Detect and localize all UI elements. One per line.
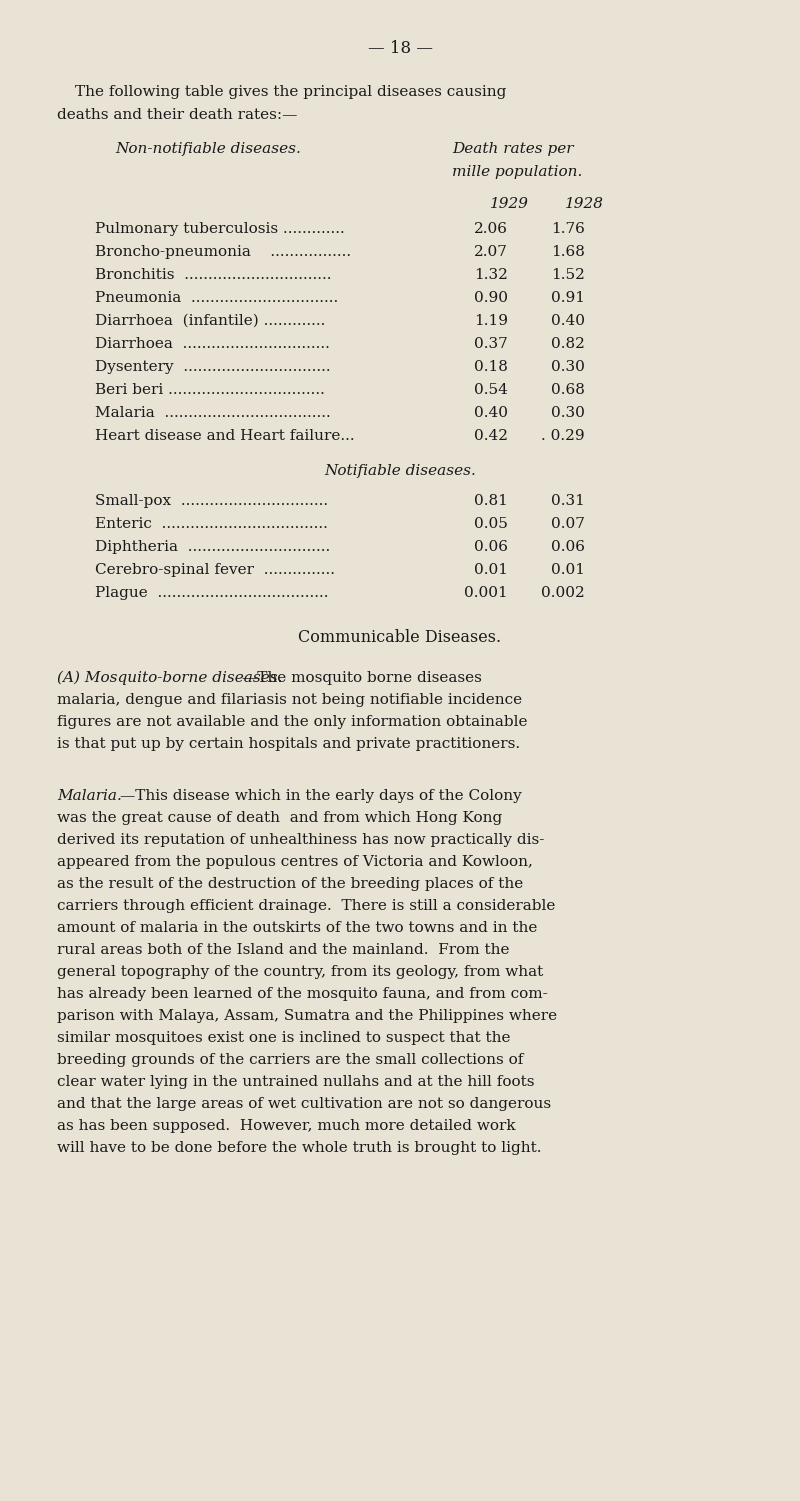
Text: derived its reputation of unhealthiness has now practically dis-: derived its reputation of unhealthiness … — [57, 833, 544, 847]
Text: 0.42: 0.42 — [474, 429, 508, 443]
Text: rural areas both of the Island and the mainland.  From the: rural areas both of the Island and the m… — [57, 943, 510, 958]
Text: 0.37: 0.37 — [474, 338, 508, 351]
Text: 2.06: 2.06 — [474, 222, 508, 236]
Text: 1.52: 1.52 — [551, 269, 585, 282]
Text: clear water lying in the untrained nullahs and at the hill foots: clear water lying in the untrained nulla… — [57, 1075, 534, 1090]
Text: Diarrhoea  (infantile) .............: Diarrhoea (infantile) ............. — [95, 314, 326, 329]
Text: as has been supposed.  However, much more detailed work: as has been supposed. However, much more… — [57, 1120, 516, 1133]
Text: 0.40: 0.40 — [551, 314, 585, 329]
Text: 0.07: 0.07 — [551, 516, 585, 531]
Text: has already been learned of the mosquito fauna, and from com-: has already been learned of the mosquito… — [57, 988, 548, 1001]
Text: Pulmonary tuberculosis .............: Pulmonary tuberculosis ............. — [95, 222, 345, 236]
Text: 0.001: 0.001 — [464, 585, 508, 600]
Text: was the great cause of death  and from which Hong Kong: was the great cause of death and from wh… — [57, 811, 502, 826]
Text: figures are not available and the only information obtainable: figures are not available and the only i… — [57, 714, 527, 729]
Text: — 18 —: — 18 — — [367, 41, 433, 57]
Text: Bronchitis  ...............................: Bronchitis .............................… — [95, 269, 331, 282]
Text: Non-notifiable diseases.: Non-notifiable diseases. — [115, 143, 301, 156]
Text: Broncho-pneumonia    .................: Broncho-pneumonia ................. — [95, 245, 351, 260]
Text: appeared from the populous centres of Victoria and Kowloon,: appeared from the populous centres of Vi… — [57, 856, 533, 869]
Text: 2.07: 2.07 — [474, 245, 508, 260]
Text: amount of malaria in the outskirts of the two towns and in the: amount of malaria in the outskirts of th… — [57, 922, 538, 935]
Text: Pneumonia  ...............................: Pneumonia ..............................… — [95, 291, 338, 305]
Text: breeding grounds of the carriers are the small collections of: breeding grounds of the carriers are the… — [57, 1054, 523, 1067]
Text: as the result of the destruction of the breeding places of the: as the result of the destruction of the … — [57, 877, 523, 892]
Text: 1929: 1929 — [490, 197, 529, 212]
Text: 1928: 1928 — [565, 197, 604, 212]
Text: Plague  ....................................: Plague .................................… — [95, 585, 329, 600]
Text: 0.31: 0.31 — [551, 494, 585, 507]
Text: 0.002: 0.002 — [542, 585, 585, 600]
Text: (A) Mosquito-borne diseases.: (A) Mosquito-borne diseases. — [57, 671, 282, 686]
Text: 0.01: 0.01 — [474, 563, 508, 576]
Text: 0.81: 0.81 — [474, 494, 508, 507]
Text: 0.18: 0.18 — [474, 360, 508, 374]
Text: Diarrhoea  ...............................: Diarrhoea ..............................… — [95, 338, 330, 351]
Text: and that the large areas of wet cultivation are not so dangerous: and that the large areas of wet cultivat… — [57, 1097, 551, 1111]
Text: Diphtheria  ..............................: Diphtheria .............................… — [95, 540, 330, 554]
Text: 0.01: 0.01 — [551, 563, 585, 576]
Text: Small-pox  ...............................: Small-pox ..............................… — [95, 494, 328, 507]
Text: 0.40: 0.40 — [474, 405, 508, 420]
Text: 0.91: 0.91 — [551, 291, 585, 305]
Text: 1.68: 1.68 — [551, 245, 585, 260]
Text: Notifiable diseases.: Notifiable diseases. — [324, 464, 476, 477]
Text: Cerebro-spinal fever  ...............: Cerebro-spinal fever ............... — [95, 563, 335, 576]
Text: is that put up by certain hospitals and private practitioners.: is that put up by certain hospitals and … — [57, 737, 520, 750]
Text: carriers through efficient drainage.  There is still a considerable: carriers through efficient drainage. The… — [57, 899, 555, 913]
Text: 0.30: 0.30 — [551, 405, 585, 420]
Text: mille population.: mille population. — [452, 165, 582, 179]
Text: 0.54: 0.54 — [474, 383, 508, 396]
Text: —The mosquito borne diseases: —The mosquito borne diseases — [242, 671, 482, 684]
Text: 1.32: 1.32 — [474, 269, 508, 282]
Text: —This disease which in the early days of the Colony: —This disease which in the early days of… — [120, 790, 522, 803]
Text: parison with Malaya, Assam, Sumatra and the Philippines where: parison with Malaya, Assam, Sumatra and … — [57, 1009, 557, 1024]
Text: 0.06: 0.06 — [551, 540, 585, 554]
Text: Communicable Diseases.: Communicable Diseases. — [298, 629, 502, 645]
Text: 0.68: 0.68 — [551, 383, 585, 396]
Text: 1.76: 1.76 — [551, 222, 585, 236]
Text: . 0.29: . 0.29 — [542, 429, 585, 443]
Text: will have to be done before the whole truth is brought to light.: will have to be done before the whole tr… — [57, 1141, 542, 1154]
Text: Death rates per: Death rates per — [452, 143, 574, 156]
Text: The following table gives the principal diseases causing: The following table gives the principal … — [75, 86, 506, 99]
Text: Heart disease and Heart failure...: Heart disease and Heart failure... — [95, 429, 354, 443]
Text: 1.19: 1.19 — [474, 314, 508, 329]
Text: 0.06: 0.06 — [474, 540, 508, 554]
Text: Beri beri .................................: Beri beri ..............................… — [95, 383, 325, 396]
Text: 0.30: 0.30 — [551, 360, 585, 374]
Text: deaths and their death rates:—: deaths and their death rates:— — [57, 108, 298, 122]
Text: malaria, dengue and filariasis not being notifiable incidence: malaria, dengue and filariasis not being… — [57, 693, 522, 707]
Text: Malaria  ...................................: Malaria ................................… — [95, 405, 330, 420]
Text: Malaria.: Malaria. — [57, 790, 122, 803]
Text: 0.82: 0.82 — [551, 338, 585, 351]
Text: 0.05: 0.05 — [474, 516, 508, 531]
Text: Enteric  ...................................: Enteric ................................… — [95, 516, 328, 531]
Text: 0.90: 0.90 — [474, 291, 508, 305]
Text: similar mosquitoes exist one is inclined to suspect that the: similar mosquitoes exist one is inclined… — [57, 1031, 510, 1045]
Text: Dysentery  ...............................: Dysentery ..............................… — [95, 360, 330, 374]
Text: general topography of the country, from its geology, from what: general topography of the country, from … — [57, 965, 543, 979]
